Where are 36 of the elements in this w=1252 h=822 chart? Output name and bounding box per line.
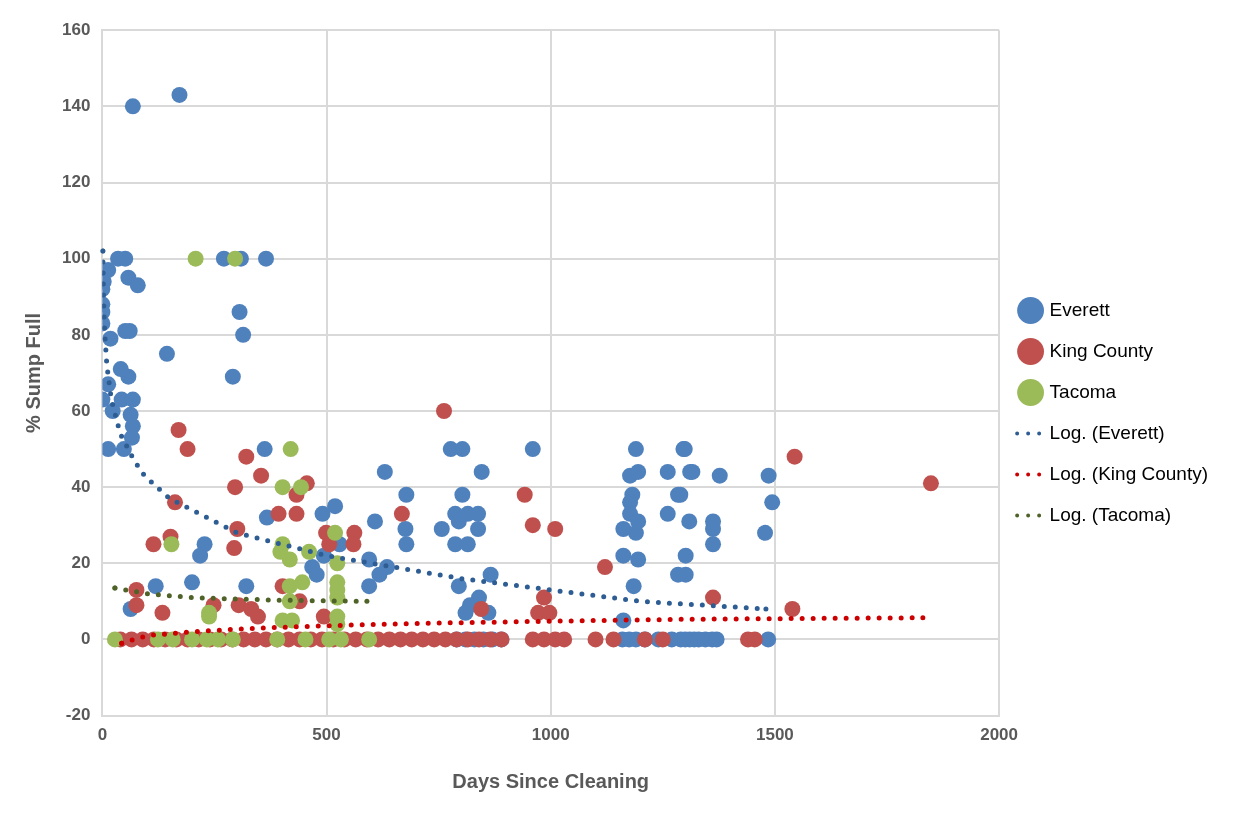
legend-label: King County bbox=[1049, 339, 1154, 361]
x-tick-label: 500 bbox=[312, 725, 341, 745]
x-tick-label: 1500 bbox=[755, 725, 794, 745]
point bbox=[106, 631, 123, 648]
point bbox=[282, 441, 299, 458]
point bbox=[274, 479, 291, 496]
y-axis-title: % Sump Full bbox=[21, 312, 44, 433]
point bbox=[163, 536, 180, 553]
y-tick-label: 20 bbox=[71, 552, 91, 572]
point bbox=[187, 250, 204, 267]
legend-label: Everett bbox=[1049, 298, 1111, 320]
y-tick-label: 100 bbox=[61, 248, 91, 268]
legend-label: Log. (Everett) bbox=[1049, 421, 1165, 443]
legend-label: Log. (King County) bbox=[1049, 462, 1208, 484]
point bbox=[327, 524, 344, 541]
y-tick-label: 140 bbox=[61, 96, 91, 116]
point bbox=[297, 631, 314, 648]
x-tick-label: 1000 bbox=[531, 725, 570, 745]
point bbox=[294, 574, 311, 591]
y-tick-label: 40 bbox=[71, 476, 91, 496]
x-axis-title: Days Since Cleaning bbox=[452, 769, 650, 792]
legend-label: Tacoma bbox=[1049, 380, 1117, 402]
point bbox=[281, 578, 298, 595]
point bbox=[281, 551, 298, 568]
x-tick-label: 2000 bbox=[980, 725, 1018, 745]
y-tick-label: 120 bbox=[61, 172, 91, 192]
y-tick-label: 160 bbox=[61, 19, 91, 39]
y-tick-label: 80 bbox=[71, 324, 91, 344]
x-tick-label: 0 bbox=[97, 725, 108, 745]
point bbox=[292, 479, 309, 496]
y-tick-label: 60 bbox=[71, 400, 91, 420]
y-tick-label: 0 bbox=[80, 629, 91, 649]
y-tick-label: -20 bbox=[65, 705, 91, 725]
point bbox=[184, 631, 201, 648]
point bbox=[227, 250, 244, 267]
legend-label: Log. (Tacoma) bbox=[1049, 503, 1172, 525]
